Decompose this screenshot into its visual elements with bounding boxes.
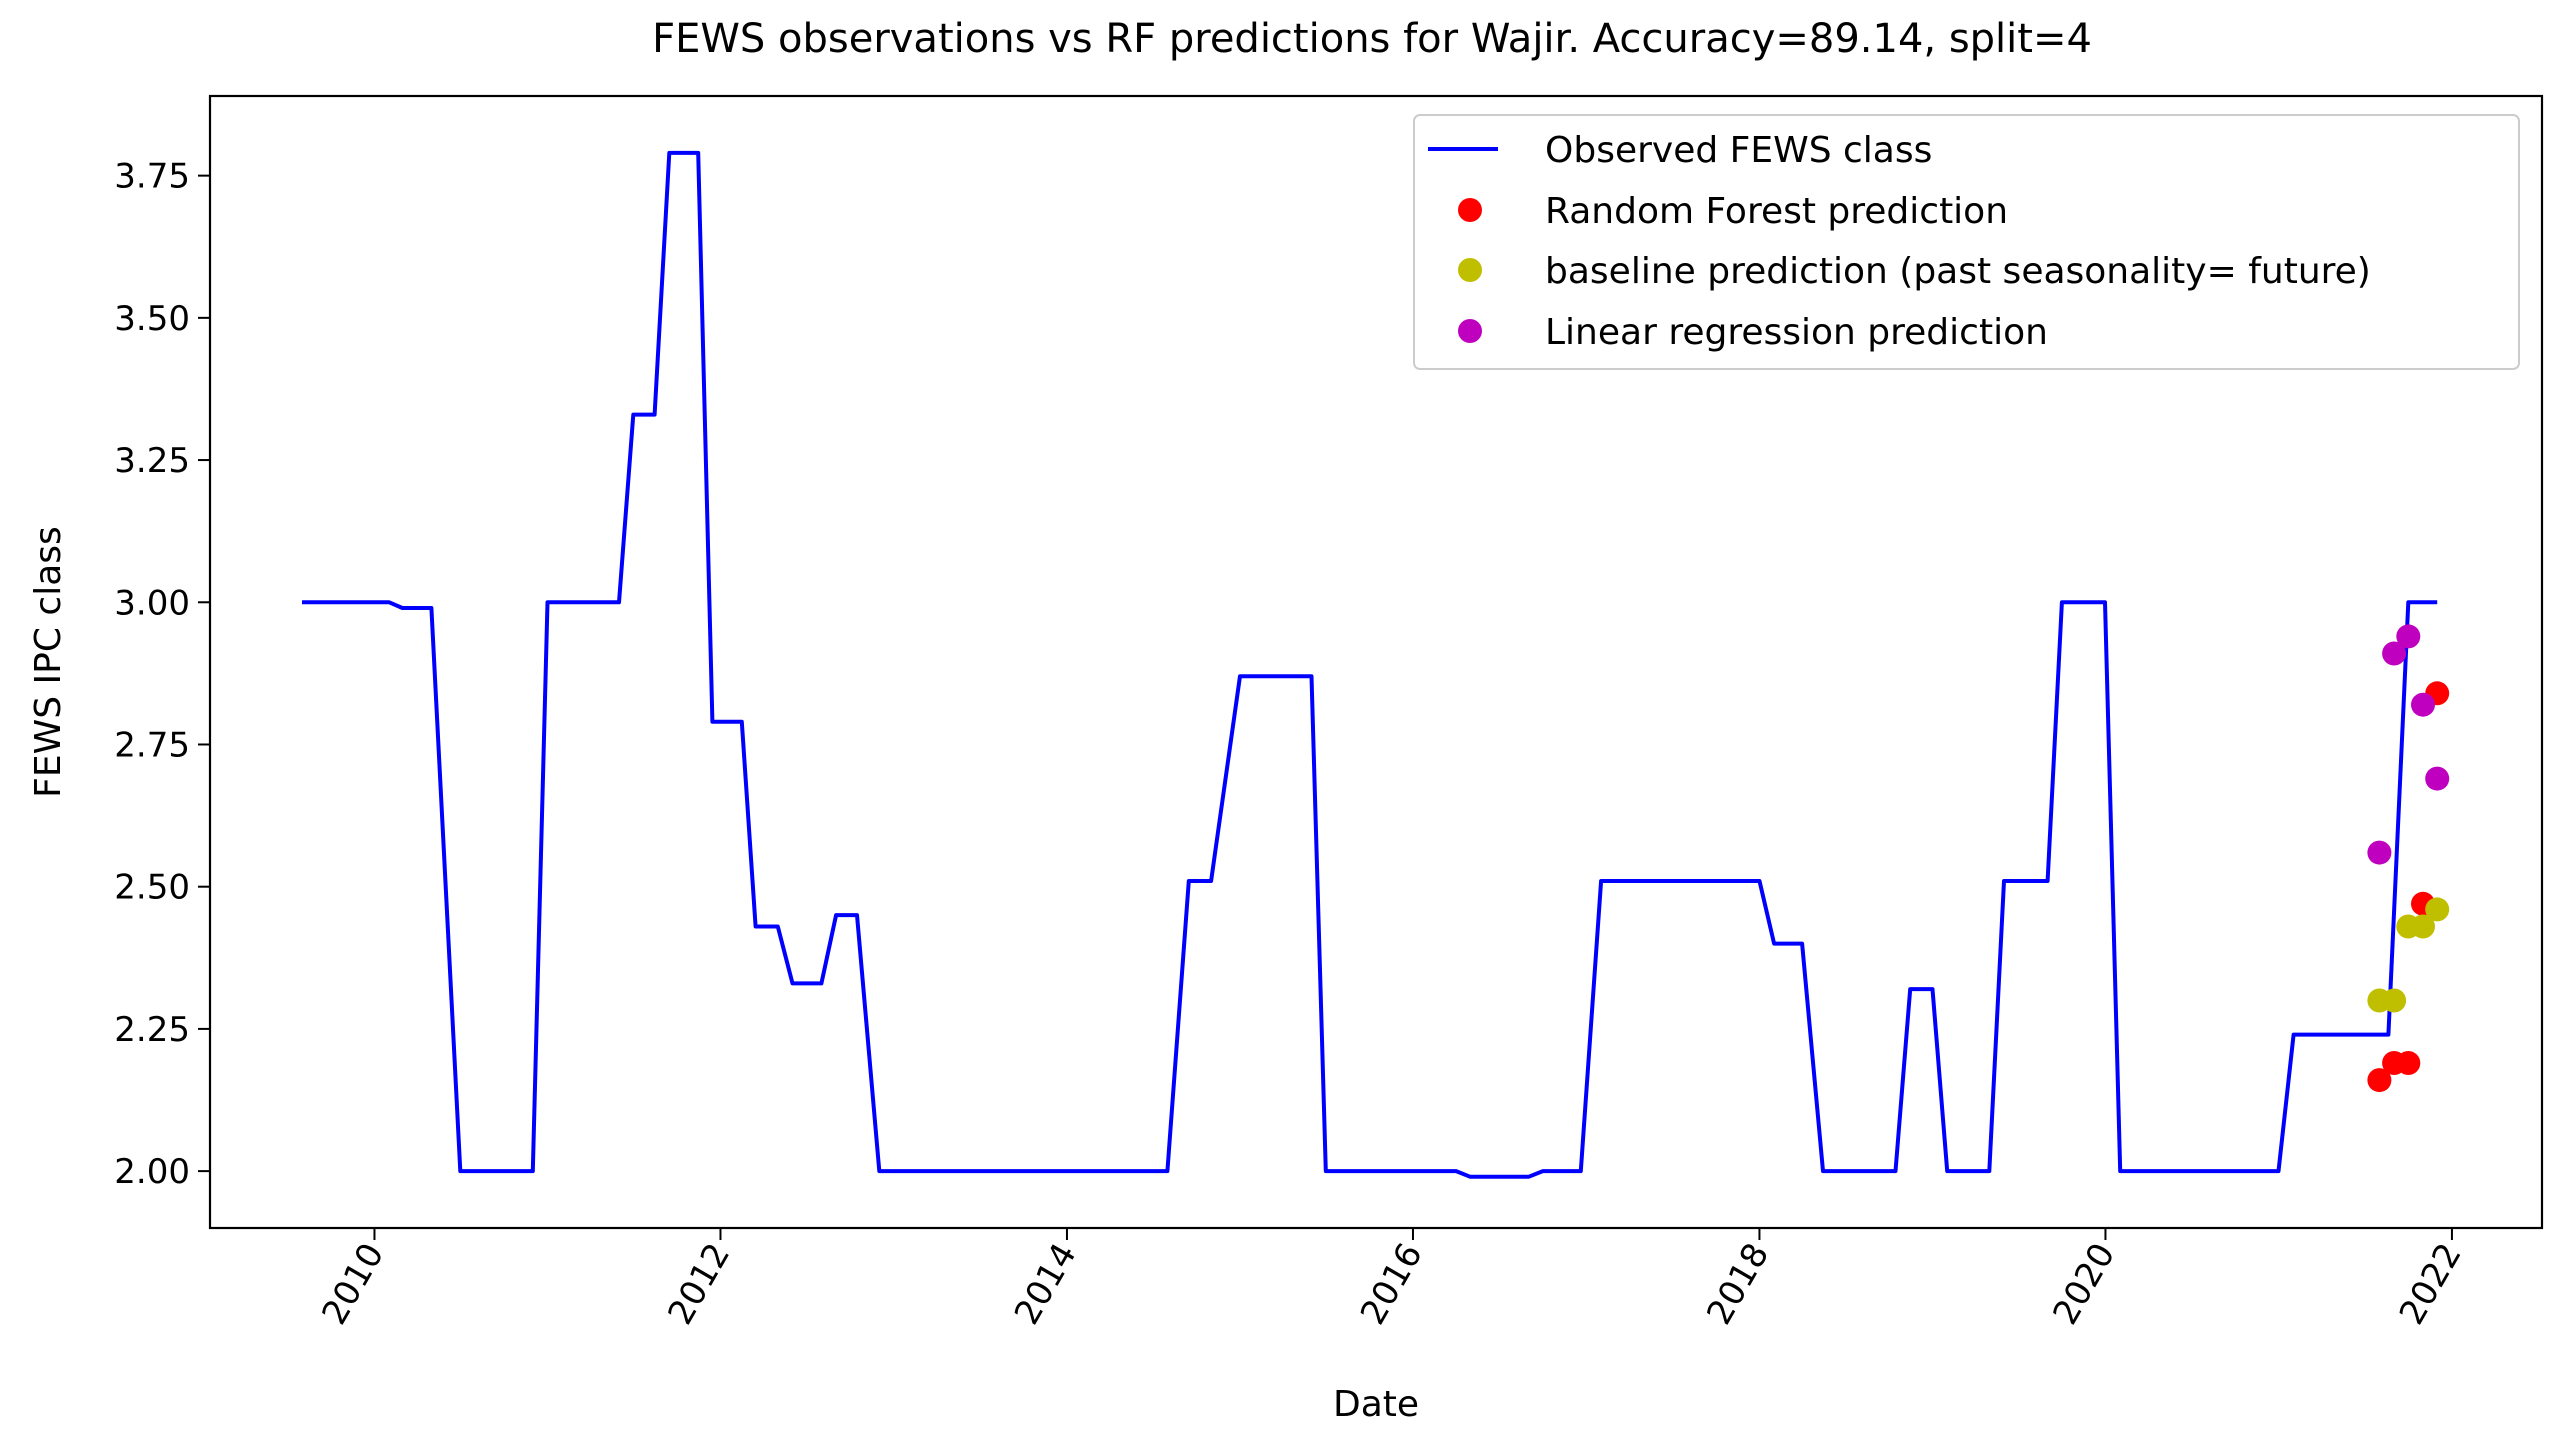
series-layer (302, 150, 2450, 1179)
y-tick-label: 3.00 (114, 583, 190, 623)
x-tick-label: 2012 (660, 1237, 738, 1332)
point-rf (2396, 1051, 2421, 1075)
series-line-observed (302, 150, 2438, 1179)
legend-linreg-label: Linear regression prediction (1545, 312, 2048, 353)
point-linreg (2367, 840, 2392, 865)
legend-baseline-label: baseline prediction (past seasonality= f… (1545, 251, 2371, 292)
point-baseline (2425, 897, 2450, 922)
point-rf (2367, 1068, 2392, 1093)
legend-rf-marker (1458, 198, 1482, 222)
x-tick-label: 2022 (2392, 1237, 2470, 1332)
legend-observed-label: Observed FEWS class (1545, 130, 1932, 171)
plot-frame (208, 94, 2544, 1230)
point-linreg (2411, 692, 2435, 717)
legend-box (1413, 114, 2520, 370)
legend-baseline-marker (1458, 258, 1482, 282)
chart-title: FEWS observations vs RF predictions for … (652, 16, 2092, 62)
point-linreg (2425, 766, 2450, 791)
x-axis-ticks: 2010 2012 2014 2016 2018 2020 2022 (314, 1228, 2470, 1332)
y-tick-label: 2.75 (114, 725, 190, 765)
x-tick-label: 2010 (314, 1237, 392, 1332)
y-tick-label: 3.75 (114, 157, 190, 197)
y-tick-label: 2.50 (114, 868, 190, 908)
y-axis-ticks: 2.00 2.25 2.50 2.75 3.00 3.25 3.50 3.75 (114, 157, 210, 1192)
y-tick-label: 3.50 (114, 299, 190, 339)
legend-rf-label: Random Forest prediction (1545, 191, 2008, 232)
point-linreg (2396, 624, 2421, 649)
x-tick-label: 2018 (1699, 1237, 1777, 1332)
y-tick-label: 2.25 (114, 1010, 190, 1050)
x-tick-label: 2016 (1353, 1237, 1431, 1332)
point-baseline (2411, 914, 2435, 939)
x-axis-label: Date (1333, 1384, 1419, 1425)
legend-linreg-marker (1458, 319, 1482, 343)
x-tick-label: 2020 (2045, 1237, 2123, 1332)
point-baseline (2382, 988, 2407, 1013)
point-linreg (2382, 641, 2407, 666)
y-tick-label: 3.25 (114, 441, 190, 481)
y-axis-label: FEWS IPC class (28, 526, 69, 798)
x-tick-label: 2014 (1007, 1237, 1085, 1332)
legend: Observed FEWS class Random Forest predic… (1413, 114, 2520, 370)
y-tick-label: 2.00 (114, 1152, 190, 1192)
